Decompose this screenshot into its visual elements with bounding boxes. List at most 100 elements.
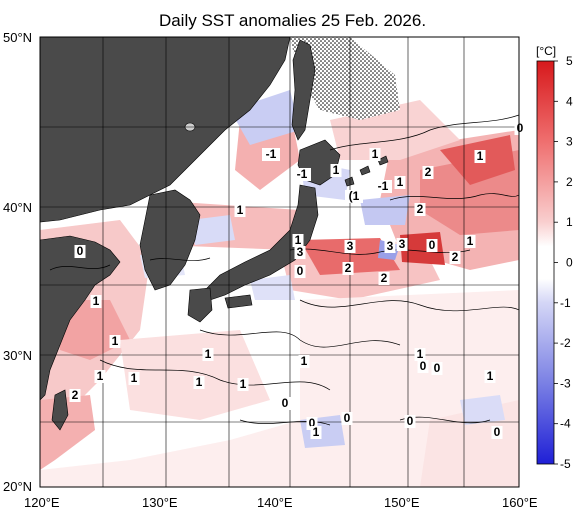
contour-label-bg	[294, 246, 306, 259]
contour-label: 3	[399, 237, 406, 251]
lat-label-50n: 50°N	[3, 30, 32, 45]
contour-label: 0	[407, 414, 414, 428]
colorbar-tick-label: 5	[566, 54, 573, 68]
contour-label: 2	[345, 261, 352, 275]
contour-label-bg	[306, 417, 318, 430]
contour-label-bg	[514, 122, 526, 135]
contour-label-bg	[90, 295, 102, 308]
contour-label-bg	[417, 360, 429, 373]
colorbar-tick-label: -3	[560, 376, 571, 390]
graticule	[40, 37, 519, 487]
contour-label-bg	[464, 235, 476, 248]
contour-label: -1	[378, 179, 389, 193]
contour-label: 1	[313, 425, 320, 439]
colorbar-tick-label: 0	[566, 256, 573, 270]
contour-label-bg	[94, 370, 106, 383]
contour-label: 2	[425, 165, 432, 179]
contour-label: 1	[112, 334, 119, 348]
contour-label: -1	[266, 147, 277, 161]
contour-label-bg	[298, 355, 310, 368]
contour-label: 1	[205, 347, 212, 361]
contour-label-bg	[344, 240, 356, 253]
lon-label-150e: 150°E	[384, 495, 420, 510]
contour-label-bg	[341, 412, 353, 425]
contour-label: 1	[295, 233, 302, 247]
contour-label: 3	[347, 239, 354, 253]
contour-label-bg	[369, 148, 381, 161]
contour-label-bg	[404, 415, 416, 428]
contour-label-bg	[202, 348, 214, 361]
contour-label-bg	[384, 240, 396, 253]
lon-label-120e: 120°E	[24, 495, 60, 510]
colorbar-tick-label: 1	[566, 215, 573, 229]
colorbar-tick-label: 2	[566, 175, 573, 189]
contour-label: 0	[77, 244, 84, 258]
land-masses	[39, 36, 389, 431]
contour-label: 1	[237, 203, 244, 217]
contour-label-bg	[491, 426, 503, 439]
contour-label: 3	[387, 239, 394, 253]
contour-label-bg	[426, 239, 438, 252]
colorbar-tick-label: 3	[566, 135, 573, 149]
colorbar-tick-label: 4	[566, 94, 573, 108]
contour-label: 1	[131, 371, 138, 385]
contour-label-bg	[293, 168, 311, 181]
map-frame	[39, 36, 520, 488]
colorbar-unit: [°C]	[536, 44, 556, 58]
contour-label: 0	[309, 416, 316, 430]
contour-label-bg	[237, 378, 249, 391]
contour-label: 0	[420, 359, 427, 373]
contour-label: -1	[297, 167, 308, 181]
colorbar-tick-label: -1	[560, 296, 571, 310]
contour-label-bg	[234, 204, 246, 217]
contour-label: 2	[381, 271, 388, 285]
sea-ice-area	[290, 37, 400, 120]
contour-label-bg	[342, 262, 354, 275]
contour-label: (1	[349, 189, 360, 203]
colorbar	[536, 60, 555, 465]
contour-label: 1	[93, 294, 100, 308]
contour-label: 1	[467, 234, 474, 248]
contour-label-bg	[484, 370, 496, 383]
contour-label-bg	[414, 203, 426, 216]
colorbar-tick-label: -4	[560, 417, 571, 431]
contour-label-bg	[474, 150, 486, 163]
contour-label: 0	[517, 121, 524, 135]
contour-label-bg	[378, 272, 390, 285]
contour-label-bg	[374, 180, 392, 193]
lon-label-160e: 160°E	[502, 495, 538, 510]
contour-label: 0	[429, 238, 436, 252]
contour-label-bg	[414, 348, 426, 361]
contour-label-bg	[330, 164, 342, 177]
contour-label: 2	[417, 202, 424, 216]
contour-label: 1	[196, 375, 203, 389]
contour-label-bg	[294, 265, 306, 278]
contour-label-bg	[279, 397, 291, 410]
colorbar-tick-label: -5	[560, 457, 571, 471]
map-title: Daily SST anomalies 25 Feb. 2026.	[158, 11, 427, 30]
lat-label-40n: 40°N	[3, 200, 32, 215]
contour-label: 2	[452, 250, 459, 264]
contour-label-bg	[396, 238, 408, 251]
lon-label-130e: 130°E	[142, 495, 178, 510]
contour-label: 0	[494, 425, 501, 439]
contour-label-bg	[109, 335, 121, 348]
contour-label-bg	[74, 245, 86, 258]
anomaly-contours	[49, 114, 520, 426]
colorbar-tick-label: -2	[560, 336, 571, 350]
contour-label: 1	[417, 347, 424, 361]
contour-label-bg	[431, 362, 443, 375]
contour-label: 0	[297, 264, 304, 278]
contour-label: 1	[487, 369, 494, 383]
contour-label: 1	[397, 175, 404, 189]
contour-label: 1	[240, 377, 247, 391]
contour-label-bg	[422, 166, 434, 179]
contour-label: 2	[72, 388, 79, 402]
contour-label-bg	[310, 426, 322, 439]
contour-label-bg	[193, 376, 205, 389]
contour-label: 1	[333, 163, 340, 177]
contour-label: 1	[97, 369, 104, 383]
contour-label: 1	[301, 354, 308, 368]
